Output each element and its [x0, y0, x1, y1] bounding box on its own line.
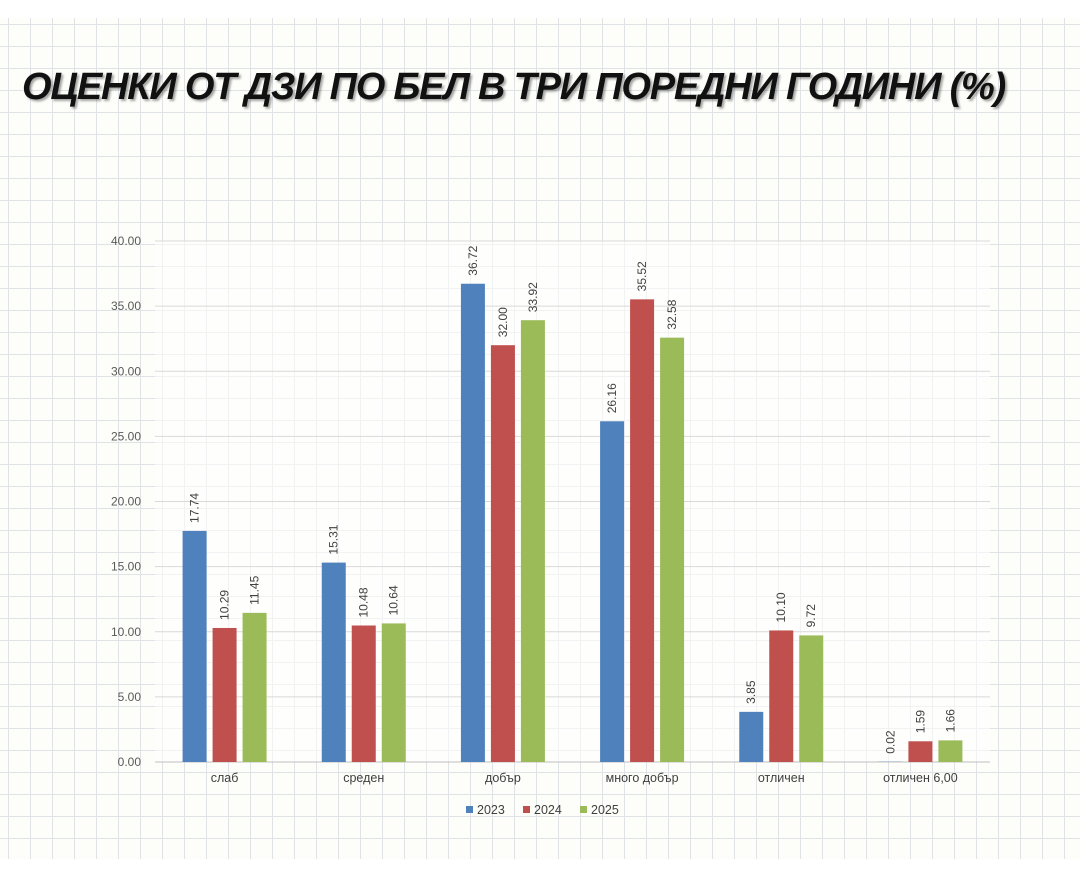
y-tick-label: 25.00 — [111, 429, 141, 443]
bar-2024 — [908, 741, 933, 762]
data-label: 17.74 — [188, 493, 202, 523]
bar-2025 — [660, 337, 685, 762]
data-label: 36.72 — [466, 245, 480, 275]
bar-2024 — [630, 299, 655, 762]
bar-2025 — [381, 623, 406, 762]
data-label: 35.52 — [635, 261, 649, 291]
bar-2023 — [600, 421, 625, 762]
y-tick-label: 30.00 — [111, 364, 141, 378]
x-tick-label: добър — [485, 771, 521, 785]
bar-2023 — [739, 711, 764, 762]
data-label: 11.45 — [248, 575, 262, 604]
legend-label: 2024 — [534, 803, 562, 817]
x-tick-label: много добър — [606, 771, 679, 785]
y-tick-label: 15.00 — [111, 560, 141, 574]
bar-2023 — [321, 562, 346, 762]
data-label: 32.00 — [496, 307, 510, 337]
data-label: 10.29 — [218, 590, 232, 620]
data-label: 10.48 — [357, 587, 371, 617]
data-label: 32.58 — [665, 299, 679, 329]
data-label: 33.92 — [526, 282, 540, 312]
data-label: 9.72 — [804, 604, 818, 628]
legend-swatch-2025 — [580, 806, 587, 813]
data-label: 26.16 — [605, 383, 619, 413]
y-tick-label: 20.00 — [111, 495, 141, 509]
bar-2024 — [351, 625, 376, 762]
legend-swatch-2023 — [466, 806, 473, 813]
data-label: 3.85 — [744, 680, 758, 704]
data-label: 0.02 — [883, 730, 897, 754]
bar-2025 — [520, 320, 545, 762]
data-label: 15.31 — [327, 524, 341, 554]
y-tick-label: 0.00 — [118, 755, 142, 769]
bar-2023 — [182, 530, 207, 762]
bar-2024 — [769, 630, 794, 762]
y-tick-label: 5.00 — [118, 690, 142, 704]
x-tick-label: слаб — [211, 771, 239, 785]
legend-label: 2023 — [477, 803, 505, 817]
y-tick-label: 35.00 — [111, 299, 141, 313]
bar-2024 — [490, 345, 515, 762]
x-tick-label: отличен 6,00 — [883, 771, 958, 785]
data-label: 10.64 — [387, 585, 401, 615]
bar-2023 — [460, 283, 485, 762]
y-tick-label: 40.00 — [111, 234, 141, 248]
bar-2025 — [799, 635, 824, 762]
bar-2024 — [212, 627, 237, 762]
x-tick-label: среден — [343, 771, 384, 785]
legend-swatch-2024 — [523, 806, 530, 813]
data-label: 10.10 — [774, 592, 788, 622]
x-tick-label: отличен — [758, 771, 805, 785]
y-tick-label: 10.00 — [111, 625, 141, 639]
chart-title: ОЦЕНКИ ОТ ДЗИ ПО БЕЛ В ТРИ ПОРЕДНИ ГОДИН… — [22, 66, 1006, 108]
bar-2025 — [242, 612, 267, 762]
legend-label: 2025 — [591, 803, 619, 817]
data-label: 1.59 — [913, 710, 927, 734]
bar-2025 — [938, 740, 963, 762]
data-label: 1.66 — [943, 709, 957, 733]
